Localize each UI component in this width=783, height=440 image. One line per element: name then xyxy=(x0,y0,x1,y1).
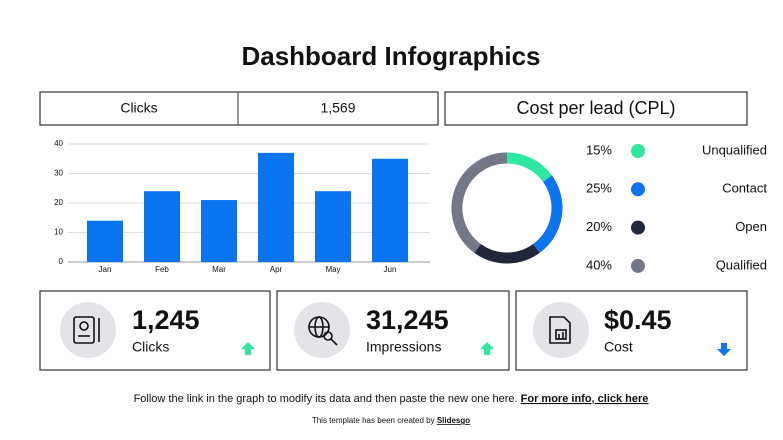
trend-arrow xyxy=(717,343,731,356)
donut-segment xyxy=(532,175,563,253)
legend-value: 25% xyxy=(586,181,612,196)
x-tick-label: Jun xyxy=(384,265,397,274)
bar xyxy=(258,152,294,262)
legend-swatch xyxy=(631,144,645,158)
bar xyxy=(201,200,237,262)
legend-label: Contact xyxy=(722,181,767,196)
credit-line: This template has been created by Slides… xyxy=(312,416,470,425)
y-tick-label: 10 xyxy=(54,228,63,237)
x-tick-label: May xyxy=(325,265,340,274)
legend-swatch xyxy=(631,182,645,197)
bar xyxy=(315,191,351,262)
page-title: Dashboard Infographics xyxy=(241,41,540,71)
legend-value: 15% xyxy=(586,142,612,157)
footer-text: Follow the link in the graph to modify i… xyxy=(134,393,518,405)
y-tick-label: 30 xyxy=(54,169,63,178)
donut-segment xyxy=(506,152,552,183)
table-cell: 1,569 xyxy=(320,100,355,116)
donut-segment xyxy=(451,152,508,253)
y-tick-label: 0 xyxy=(59,257,64,266)
legend-label: Unqualified xyxy=(702,142,767,157)
card-label: Cost xyxy=(604,339,633,355)
x-tick-label: Jan xyxy=(99,265,112,274)
card-value: 31,245 xyxy=(366,305,449,335)
y-tick-label: 20 xyxy=(54,198,63,207)
card-icon xyxy=(60,302,589,358)
card-value: 1,245 xyxy=(132,305,200,335)
legend-swatch xyxy=(631,220,645,235)
footer-line: Follow the link in the graph to modify i… xyxy=(134,393,649,405)
cpl-title: Cost per lead (CPL) xyxy=(516,98,675,118)
trend-arrow xyxy=(241,342,255,355)
cpl-header xyxy=(444,91,748,126)
legend-swatch xyxy=(631,258,645,273)
legend-label: Qualified xyxy=(716,257,767,272)
bar xyxy=(372,158,408,262)
legend-value: 20% xyxy=(586,219,612,234)
table-cell: Clicks xyxy=(120,100,157,116)
credit-link[interactable]: Slidesgo xyxy=(437,416,470,425)
legend-value: 40% xyxy=(586,257,612,272)
bar xyxy=(87,220,123,262)
y-tick-label: 40 xyxy=(54,139,63,148)
footer-link[interactable]: For more info, click here xyxy=(521,393,649,405)
x-tick-label: Feb xyxy=(155,265,169,274)
trend-arrow xyxy=(480,342,494,355)
clicks-table xyxy=(39,91,439,126)
bar xyxy=(144,191,180,262)
x-tick-label: Mar xyxy=(212,265,226,274)
card-value: $0.45 xyxy=(604,305,672,335)
donut-segment xyxy=(474,243,540,264)
legend-label: Open xyxy=(735,219,767,234)
card-label: Impressions xyxy=(366,339,441,355)
card-label: Clicks xyxy=(132,339,169,355)
x-tick-label: Apr xyxy=(270,265,283,274)
credit-text: This template has been created by xyxy=(312,416,435,425)
